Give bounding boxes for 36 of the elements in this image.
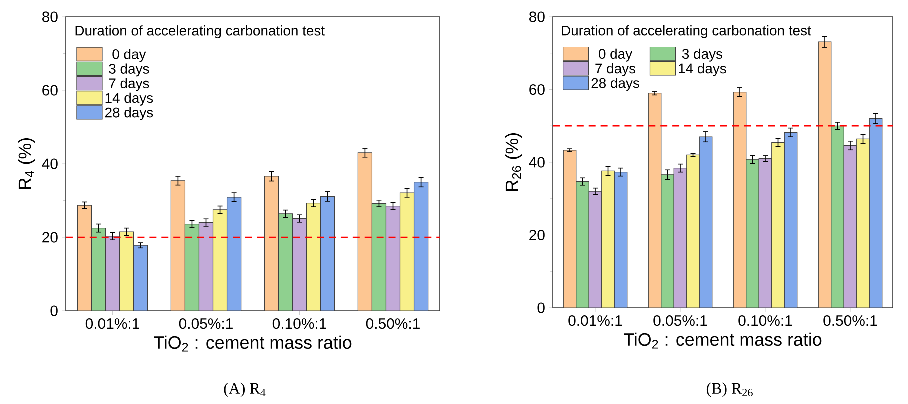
legend-label: 28 days [105,107,154,120]
y-tick-label: 0 [50,306,58,316]
y-tick-label: 80 [530,12,545,22]
text: (B) R$_{26}$ [706,382,753,398]
legend-title: Duration of accelerating carbonation test [562,25,812,38]
x-axis-title: TiO$_{2}$ : cement mass ratio [154,336,352,352]
x-axis-title: TiO$_{2}$ : cement mass ratio [624,332,822,349]
x-tick-label: 0.10%:1 [738,316,792,326]
legend-label: 14 days [679,63,726,76]
y-tick-label: 0 [538,302,545,314]
y-tick-label: 40 [42,158,58,170]
y-tick-label: 60 [42,85,58,96]
y-tick-label: 40 [529,157,545,168]
y-axis-title: R$_{26}$ (%) [505,133,522,192]
legend-label: 7 days [596,63,636,76]
legend-label: 3 days [682,48,722,62]
x-tick-label: 0.01%:1 [86,318,140,330]
legend-label: 7 days [109,78,150,92]
x-tick-label: 0.50%:1 [824,316,878,326]
x-tick-label: 0.50%:1 [366,318,420,330]
y-tick-label: 20 [530,230,545,241]
y-tick-label: 20 [42,232,58,243]
legend-label: 0 day [112,49,146,62]
y-axis-title: R$_{4}$ (%) [18,138,36,190]
legend-title: Duration of accelerating carbonation test [76,26,325,39]
x-tick-label: 0.01%:1 [568,316,622,326]
legend-label: 0 day [599,48,633,62]
legend-label: 28 days [592,78,640,91]
y-tick-label: 80 [42,12,58,22]
x-tick-label: 0.10%:1 [272,318,326,330]
legend-label: 14 days [106,92,154,106]
text: (A) R$_{4}$ [224,382,266,398]
x-tick-label: 0.05%:1 [654,316,708,326]
legend-label: 3 days [109,64,150,77]
x-tick-label: 0.05%:1 [179,318,233,330]
y-tick-label: 60 [530,84,545,96]
